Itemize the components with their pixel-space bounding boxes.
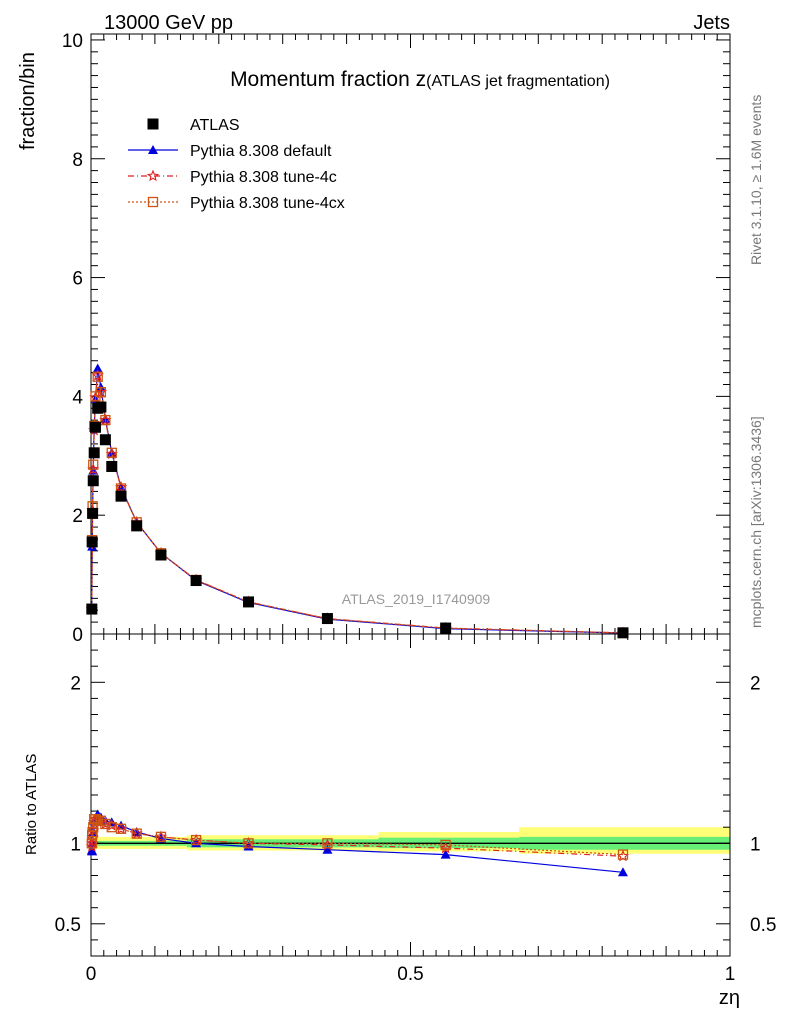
ratio-point-0: [322, 844, 333, 854]
y-tick-label-main: 6: [72, 269, 83, 290]
legend-label: Pythia 8.308 tune-4c: [190, 169, 337, 186]
main-panel-frame: [90, 33, 731, 635]
data-point: [440, 622, 452, 634]
ratio-point-2: [90, 814, 101, 825]
y-axis-title-bottom: Ratio to ATLAS: [23, 754, 40, 855]
y-tick-label-ratio-right: 2: [750, 673, 761, 694]
energy-label: 13000 GeV pp: [104, 12, 233, 34]
data-point: [321, 613, 333, 625]
legend-label: Pythia 8.308 default: [190, 143, 332, 160]
ratio-point-2: [322, 838, 333, 849]
series-point-2: [88, 459, 99, 470]
analysis-label: ATLAS_2019_I1740909: [342, 591, 491, 607]
y-axis-title-top: fraction/bin: [17, 52, 39, 150]
y-tick-label-ratio: 2: [70, 673, 81, 694]
y-tick-label-main: 2: [72, 506, 83, 527]
ratio-point-0: [617, 867, 628, 877]
y-tick-label-main: 4: [72, 387, 83, 408]
series-point-2: [100, 414, 111, 426]
legend-label: Pythia 8.308 tune-4cx: [190, 195, 345, 212]
data-point: [243, 596, 255, 608]
ratio-point-0: [87, 846, 98, 856]
legend: ATLAS Pythia 8.308 default Pythia 8.308 tu…: [128, 117, 345, 212]
data-point: [89, 421, 101, 433]
ratio-point-2: [100, 818, 111, 830]
ratio-point-2: [115, 823, 127, 834]
data-point: [190, 575, 202, 587]
ratio-point-1: [190, 833, 203, 846]
legend-marker: [147, 118, 159, 130]
mcplots-label: mcplots.cern.ch [arXiv:1306.3436]: [748, 416, 764, 628]
series-point-0: [92, 363, 103, 373]
ratio-uncertainty-bands: [91, 827, 730, 854]
y-tick-label-main: 10: [62, 31, 83, 52]
process-label: Jets: [693, 12, 730, 34]
series-point-1: [105, 447, 118, 460]
y-tick-label-ratio-right: 0.5: [750, 915, 776, 936]
ratio-point-2: [155, 831, 167, 843]
series-point-2: [95, 387, 107, 398]
legend-label: ATLAS: [190, 117, 240, 134]
axes: [90, 33, 731, 957]
ratio-panel-frame: [90, 633, 731, 957]
ratio-point-2: [86, 838, 97, 849]
y-tick-label-main: 0: [72, 625, 83, 646]
ratio-point-2: [243, 838, 254, 849]
y-tick-label-ratio-right: 1: [750, 834, 761, 855]
y-tick-label-ratio: 1: [70, 834, 81, 855]
title-symbol: z: [416, 68, 427, 91]
rivet-label: Rivet 3.1.10, ≥ 1.6M events: [748, 95, 764, 265]
ratio-point-1: [439, 841, 452, 854]
series-point-1: [94, 385, 108, 398]
title-main: Momentum fraction: [230, 68, 416, 91]
ratio-point-1: [242, 836, 255, 849]
data-point: [155, 549, 167, 561]
x-tick-label: 0: [86, 964, 97, 985]
data-point: [115, 490, 127, 502]
ratio-line-2: [91, 818, 624, 856]
ratio-point-1: [130, 827, 143, 839]
data-point: [87, 475, 99, 487]
series-point-1: [114, 480, 128, 493]
main-panel-series: [85, 363, 630, 639]
ratio-point-1: [85, 840, 98, 852]
ratio-point-1: [114, 822, 128, 835]
ratio-point-0: [440, 849, 451, 859]
ratio-point-2: [131, 828, 142, 839]
data-point: [106, 460, 118, 472]
data-point: [95, 401, 107, 413]
x-tick-label: 0.5: [397, 964, 423, 985]
ratio-point-1: [154, 830, 168, 843]
legend-marker: [148, 145, 158, 154]
x-tick-label: 1: [725, 964, 736, 985]
legend-marker: [146, 169, 160, 182]
ratio-point-2: [617, 849, 629, 860]
data-point: [131, 520, 143, 532]
series-point-1: [99, 413, 112, 426]
y-tick-label-main: 8: [72, 150, 83, 171]
data-point: [86, 536, 98, 548]
ratio-point-2: [440, 839, 451, 851]
data-point: [99, 434, 111, 446]
chart-title: Momentum fraction z(ATLAS jet fragmentat…: [230, 68, 610, 91]
ratio-panel-series: [85, 809, 630, 877]
x-axis-title: zη: [719, 987, 740, 1009]
data-point: [617, 627, 629, 639]
title-sub: (ATLAS jet fragmentation): [426, 73, 610, 90]
series-point-2: [92, 371, 103, 382]
series-point-2: [106, 447, 117, 458]
data-point: [88, 447, 100, 459]
data-point: [87, 507, 99, 519]
legend-marker: [147, 196, 159, 208]
y-tick-label-ratio: 0.5: [55, 915, 81, 936]
ratio-point-2: [190, 834, 202, 846]
data-point: [86, 603, 98, 615]
